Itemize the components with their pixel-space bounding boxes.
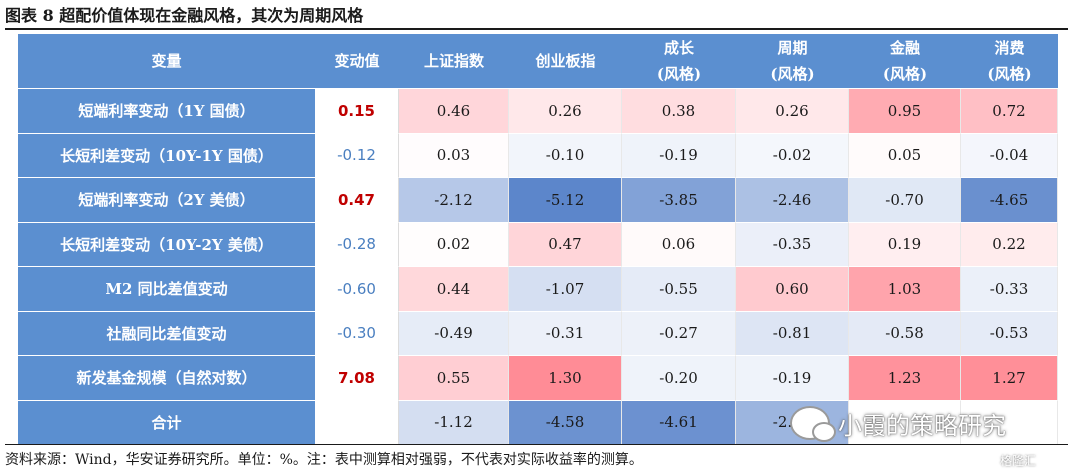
- table-cell: 0.72: [961, 89, 1058, 134]
- table-cell: -0.58: [849, 311, 961, 356]
- column-header-line1: 上证指数: [423, 52, 484, 70]
- table-cell: 0.26: [736, 89, 849, 134]
- column-header-line1: 周期: [777, 39, 808, 57]
- column-header-line2: (风格): [770, 65, 815, 83]
- table-cell: 1.03: [849, 267, 961, 312]
- table-cell: -2.12: [399, 178, 509, 223]
- table-cell: 0.19: [849, 222, 961, 267]
- row-label: 短端利率变动（1Y 国债）: [18, 89, 315, 134]
- table-cell: 0.95: [849, 89, 961, 134]
- table-cell: -0.20: [622, 356, 736, 401]
- column-header: 变动值: [315, 34, 399, 89]
- table-cell: 0.46: [399, 89, 509, 134]
- table-cell: 0.03: [399, 133, 509, 178]
- watermark: 小霞的策略研究: [790, 400, 1073, 446]
- table-cell: [849, 400, 961, 445]
- table-cell: 0.02: [399, 222, 509, 267]
- sensitivity-table: 变量 变动值 上证指数 创业板指 成长 (风格) 周期 (风格) 金融 (风格) 消费 (风格) 短端利…: [18, 34, 1058, 445]
- table-cell: 0.55: [399, 356, 509, 401]
- table-cell: -4.61: [622, 400, 736, 445]
- change-value: -0.12: [315, 133, 399, 178]
- row-label: 社融同比差值变动: [18, 311, 315, 356]
- column-header-line1: 金融: [889, 39, 920, 57]
- table-cell: 0.47: [509, 222, 622, 267]
- corner-logo: 格隆汇: [1000, 454, 1037, 468]
- table-cell: -1.12: [399, 400, 509, 445]
- column-header: 消费 (风格): [961, 34, 1058, 89]
- table-cell: -0.19: [736, 356, 849, 401]
- row-label: 合计: [18, 400, 315, 445]
- table-cell: 1.30: [509, 356, 622, 401]
- title-rule: [5, 28, 1068, 30]
- table-cell: -4.65: [961, 178, 1058, 223]
- table-cell: -4.58: [509, 400, 622, 445]
- column-header: 上证指数: [399, 34, 509, 89]
- table-cell: 1.27: [961, 356, 1058, 401]
- table-cell: 0.60: [736, 267, 849, 312]
- table-cell: -0.02: [736, 133, 849, 178]
- table-cell: -0.19: [622, 133, 736, 178]
- table-cell: -5.12: [509, 178, 622, 223]
- table-cell: 0.06: [622, 222, 736, 267]
- row-label: 长短利差变动（10Y-1Y 国债）: [18, 133, 315, 178]
- row-label: M2 同比差值变动: [18, 267, 315, 312]
- table-cell: -0.31: [509, 311, 622, 356]
- change-value: 0.47: [315, 178, 399, 223]
- change-value: [315, 400, 399, 445]
- table-cell: 0.38: [622, 89, 736, 134]
- table-cell: -0.49: [399, 311, 509, 356]
- column-header: 金融 (风格): [849, 34, 961, 89]
- source-note: 资料来源：Wind，华安证券研究所。单位：%。注：表中测算相对强弱，不代表对实际…: [5, 452, 643, 468]
- table-cell: -0.35: [736, 222, 849, 267]
- table-cell: 0.22: [961, 222, 1058, 267]
- table-cell: -3.85: [622, 178, 736, 223]
- table-cell: -0.27: [622, 311, 736, 356]
- column-header-line1: 创业板指: [535, 52, 596, 70]
- row-label: 长短利差变动（10Y-2Y 美债）: [18, 222, 315, 267]
- row-label: 短端利率变动（2Y 美债）: [18, 178, 315, 223]
- table-cell: 0.05: [849, 133, 961, 178]
- column-header-line2: (风格): [882, 65, 928, 83]
- column-header-line2: (风格): [656, 65, 702, 83]
- table-cell: -0.33: [961, 267, 1058, 312]
- table-cell: -0.81: [736, 311, 849, 356]
- table-cell: 1.23: [849, 356, 961, 401]
- wechat-icon: [790, 406, 836, 442]
- table-cell: 0.44: [399, 267, 509, 312]
- chart-title: 图表 8 超配价值体现在金融风格，其次为周期风格: [5, 6, 364, 25]
- column-header-line1: 消费: [994, 39, 1025, 57]
- footer-rule: [5, 444, 1068, 445]
- column-header-line1: 变动值: [334, 52, 380, 70]
- column-header-line1: 成长: [663, 39, 694, 57]
- change-value: -0.28: [315, 222, 399, 267]
- column-header-line1: 变量: [151, 52, 182, 70]
- column-header: 变量: [18, 34, 315, 89]
- table-cell: -2.46: [736, 178, 849, 223]
- table-cell: 0.26: [509, 89, 622, 134]
- column-header-line2: (风格): [987, 65, 1032, 83]
- table-cell: -0.53: [961, 311, 1058, 356]
- change-value: 7.08: [315, 356, 399, 401]
- change-value: -0.60: [315, 267, 399, 312]
- change-value: -0.30: [315, 311, 399, 356]
- table-cell: -0.70: [849, 178, 961, 223]
- table-cell: -0.55: [622, 267, 736, 312]
- column-header: 周期 (风格): [736, 34, 849, 89]
- row-label: 新发基金规模（自然对数）: [18, 356, 315, 401]
- column-header: 创业板指: [509, 34, 622, 89]
- table-cell: -0.04: [961, 133, 1058, 178]
- table-cell: -0.10: [509, 133, 622, 178]
- watermark-text: 小霞的策略研究: [838, 411, 1006, 440]
- table-cell: -1.07: [509, 267, 622, 312]
- column-header: 成长 (风格): [622, 34, 736, 89]
- change-value: 0.15: [315, 89, 399, 134]
